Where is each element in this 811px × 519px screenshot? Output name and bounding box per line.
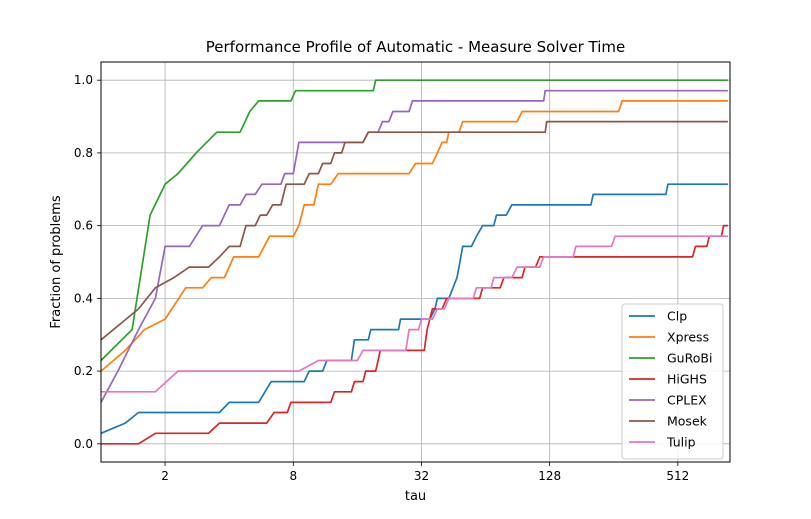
series-line-cplex [100, 89, 728, 403]
legend-label-highs: HiGHS [667, 372, 707, 387]
series-line-tulip [101, 235, 728, 393]
y-tick-label: 0.6 [74, 219, 93, 233]
legend-label-mosek: Mosek [667, 414, 708, 429]
series-line-mosek [100, 120, 728, 341]
legend: Clp Xpress GuRoBi HiGHS CPLEX Mosek Tulip [621, 303, 724, 460]
x-tick-label: 2 [161, 469, 169, 483]
x-axis-ticks: 2 8 32 128 512 [161, 462, 689, 483]
y-tick-label: 0.0 [74, 437, 93, 451]
series-layer [100, 79, 728, 445]
series-line-gurobi [100, 79, 728, 362]
legend-label-cplex: CPLEX [667, 393, 707, 408]
x-tick-label: 512 [666, 469, 689, 483]
x-tick-label: 8 [289, 469, 297, 483]
series-line-highs [101, 224, 728, 445]
x-axis-label: tau [405, 489, 426, 504]
legend-label-clp: Clp [667, 309, 687, 324]
legend-label-gurobi: GuRoBi [667, 351, 712, 366]
plot-frame [100, 61, 731, 463]
y-tick-label: 0.2 [74, 364, 93, 378]
chart-title: Performance Profile of Automatic - Measu… [206, 38, 625, 56]
y-tick-label: 1.0 [74, 73, 93, 87]
y-tick-label: 0.4 [74, 291, 93, 305]
series-line-clp [100, 183, 728, 435]
y-tick-label: 0.8 [74, 146, 93, 160]
y-axis-ticks: 0.0 0.2 0.4 0.6 0.8 1.0 [74, 73, 101, 451]
x-tick-label: 128 [538, 469, 561, 483]
y-axis-label: Fraction of problems [49, 195, 64, 328]
series-line-xpress [100, 100, 728, 372]
x-tick-label: 32 [414, 469, 429, 483]
legend-label-xpress: Xpress [667, 330, 709, 345]
legend-label-tulip: Tulip [666, 435, 696, 450]
